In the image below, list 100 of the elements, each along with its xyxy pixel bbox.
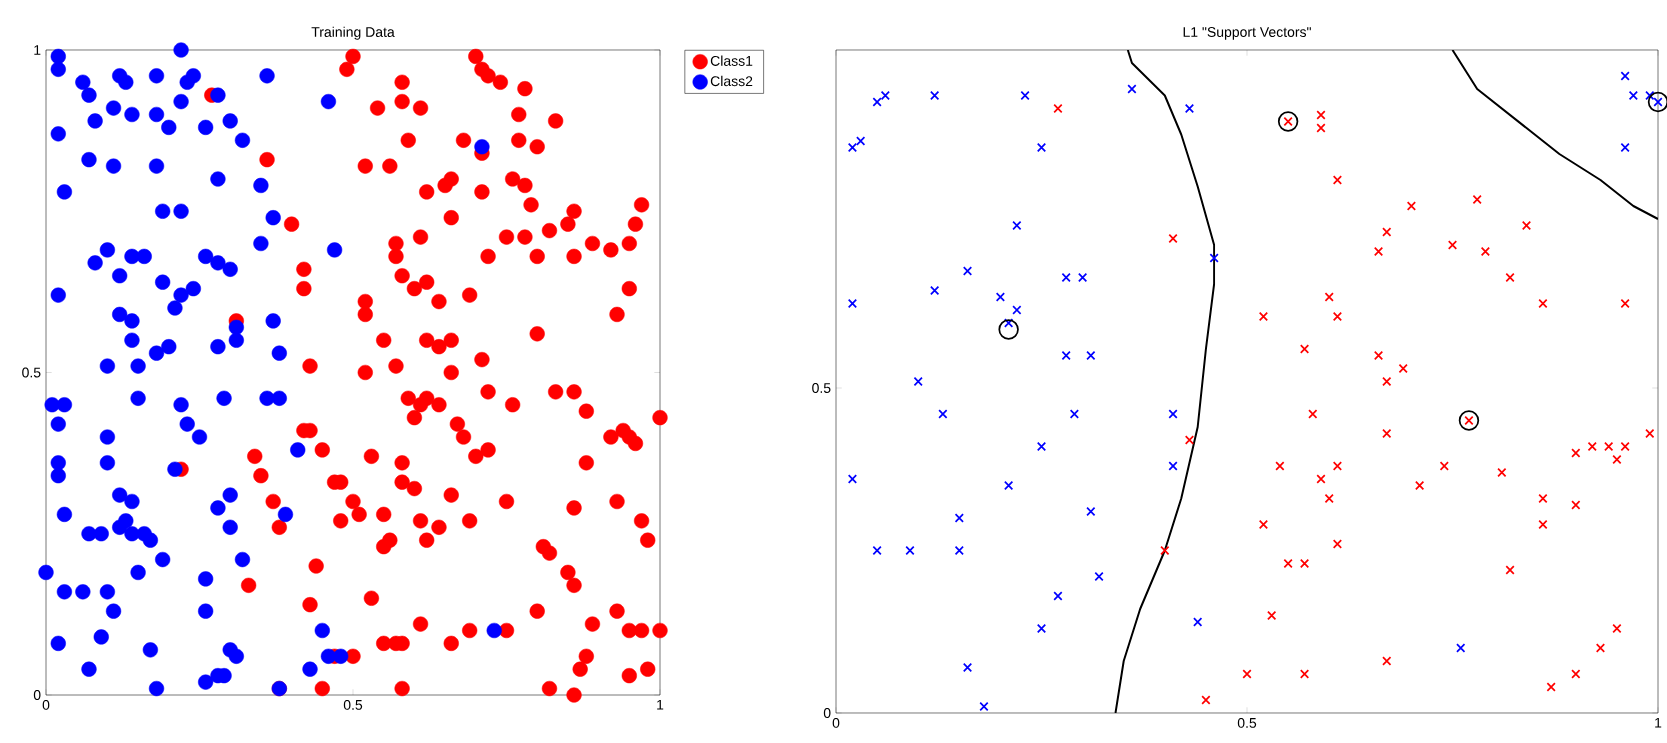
point: [1406, 201, 1417, 211]
point: [954, 545, 964, 556]
point: [1382, 656, 1392, 666]
point: [1201, 695, 1211, 705]
point: [913, 376, 923, 387]
point: [1086, 350, 1096, 361]
point: [1168, 233, 1178, 244]
point: [1308, 409, 1318, 419]
point: [1521, 220, 1532, 231]
chart-title: Training Data: [311, 26, 395, 40]
point: [1382, 227, 1392, 237]
point: [1168, 409, 1178, 419]
point: [1628, 90, 1638, 101]
point: [1497, 467, 1507, 478]
point: [1094, 571, 1104, 582]
point: [1036, 142, 1047, 153]
point: [962, 266, 973, 276]
point: [1316, 110, 1326, 120]
point: [1324, 292, 1334, 302]
point: [1373, 350, 1384, 361]
point: [1546, 682, 1556, 692]
point: [954, 513, 964, 523]
point: [1258, 519, 1269, 530]
point: [1184, 435, 1195, 445]
point: [1480, 246, 1491, 257]
point: [938, 409, 948, 419]
point: [905, 545, 915, 556]
legend-label: Class2: [710, 75, 753, 87]
point: [1604, 441, 1614, 452]
point: [1242, 669, 1252, 679]
point: [1332, 311, 1343, 322]
point: [1382, 428, 1392, 439]
point: [847, 142, 858, 153]
point: [1647, 91, 1667, 113]
point: [1612, 623, 1622, 634]
point: [979, 701, 989, 712]
point: [995, 292, 1006, 302]
point: [1332, 175, 1343, 185]
point: [1267, 610, 1277, 621]
point: [1415, 480, 1425, 491]
point: [1373, 246, 1384, 257]
legend-label: Class1: [710, 55, 753, 66]
point: [1193, 617, 1203, 627]
point: [1160, 545, 1170, 556]
point: [1612, 454, 1622, 465]
point: [1299, 558, 1310, 569]
point: [1332, 461, 1343, 471]
point: [1620, 441, 1630, 452]
point: [962, 662, 973, 673]
point: [1538, 298, 1548, 309]
point: [1277, 111, 1299, 132]
point: [1645, 428, 1655, 439]
point: [1061, 272, 1071, 283]
point: [1184, 103, 1195, 114]
point: [1053, 591, 1063, 601]
point: [1472, 194, 1482, 205]
point: [1538, 493, 1548, 504]
point: [1299, 669, 1310, 679]
point: [1053, 103, 1063, 114]
point: [1036, 623, 1047, 634]
point: [1645, 90, 1655, 101]
point: [856, 136, 866, 146]
x-tick-label: 1: [1655, 717, 1662, 728]
chart-title: L1 "Support Vectors": [1183, 27, 1311, 40]
point: [1168, 461, 1178, 471]
point: [1538, 519, 1548, 530]
point: [998, 319, 1019, 340]
point: [1571, 448, 1581, 458]
point: [880, 90, 890, 101]
point: [1316, 474, 1326, 484]
x-tick-label: 1: [657, 699, 664, 710]
point: [1398, 363, 1408, 374]
point: [1258, 311, 1269, 322]
point: [1571, 669, 1581, 679]
x-tick-label: 0.5: [1237, 717, 1257, 728]
point: [930, 285, 940, 296]
point: [872, 97, 882, 107]
point: [1077, 272, 1088, 283]
point: [1620, 142, 1630, 153]
point: [1086, 506, 1096, 517]
point: [1069, 409, 1080, 419]
point: [1020, 90, 1030, 101]
point: [1505, 272, 1515, 283]
point: [1324, 493, 1334, 504]
point: [1587, 441, 1597, 452]
point: [1447, 240, 1458, 250]
point: [1620, 298, 1630, 309]
point: [1003, 318, 1014, 328]
point: [1209, 253, 1219, 263]
point: [1036, 441, 1047, 452]
point: [1316, 123, 1326, 133]
point: [1127, 84, 1137, 94]
point: [930, 90, 940, 101]
point: [1458, 410, 1480, 431]
x-tick-label: 0: [42, 699, 50, 710]
point: [1620, 71, 1630, 81]
point: [1332, 539, 1343, 549]
point: [1012, 305, 1022, 315]
y-tick-label: 0.5: [22, 367, 41, 378]
point: [1012, 220, 1022, 231]
